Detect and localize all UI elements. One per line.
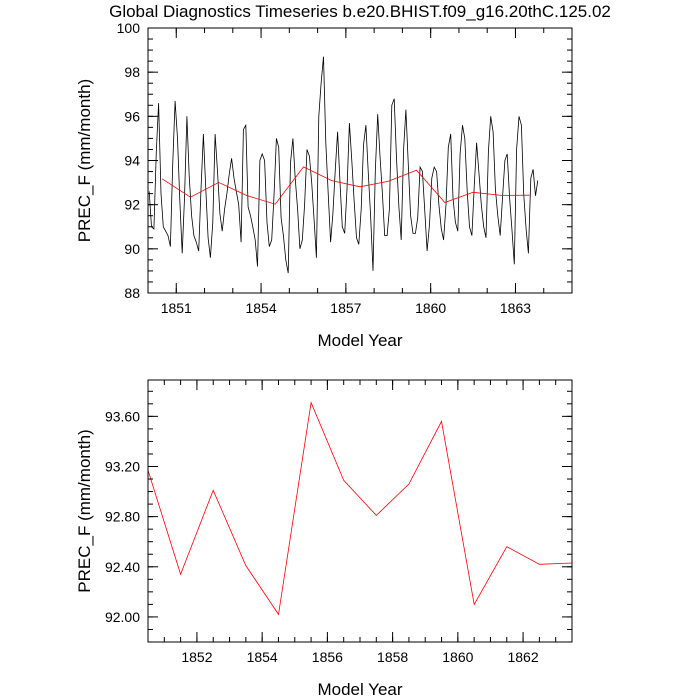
series-line-0 (147, 401, 573, 616)
bottom-panel: 1852 1854 1856 1858 1860 1862 92.00 92.40 92.80 9… (75, 379, 573, 699)
x-tick-label: 1856 (312, 649, 343, 665)
x-axis-label: Model Year (317, 680, 402, 699)
x-tick-label: 1863 (500, 300, 531, 316)
y-tick-label: 92.00 (105, 609, 140, 625)
chart-title: Global Diagnostics Timeseries b.e20.BHIS… (109, 2, 611, 21)
x-tick-label: 1858 (377, 649, 408, 665)
y-tick-label: 88 (124, 285, 140, 301)
x-tick-label: 1857 (330, 300, 361, 316)
series-line-0 (148, 56, 539, 274)
x-tick-label: 1852 (181, 649, 212, 665)
plot-frame (147, 379, 573, 643)
series-line-1 (161, 166, 530, 205)
x-tick-label: 1854 (247, 649, 278, 665)
y-tick-label: 100 (117, 20, 141, 36)
y-tick-label: 92.40 (105, 559, 140, 575)
y-tick-label: 98 (124, 64, 140, 80)
y-tick-label: 93.60 (105, 408, 140, 424)
plot-frame (147, 27, 573, 294)
y-tick-label: 93.20 (105, 458, 140, 474)
y-tick-label: 92.80 (105, 509, 140, 525)
x-tick-label: 1860 (442, 649, 473, 665)
x-tick-label: 1854 (245, 300, 276, 316)
y-tick-label: 96 (124, 108, 140, 124)
x-tick-label: 1862 (507, 649, 538, 665)
y-tick-label: 90 (124, 241, 140, 257)
top-panel: 1851 1854 1857 1860 1863 88 90 92 94 96 98 100 Model… (75, 20, 573, 350)
y-axis-label: PREC_F (mm/month) (75, 429, 94, 592)
x-tick-label: 1860 (415, 300, 446, 316)
y-axis-label: PREC_F (mm/month) (75, 79, 94, 242)
y-tick-label: 92 (124, 197, 140, 213)
x-axis-label: Model Year (317, 331, 402, 350)
y-tick-label: 94 (124, 153, 140, 169)
x-tick-label: 1851 (161, 300, 192, 316)
